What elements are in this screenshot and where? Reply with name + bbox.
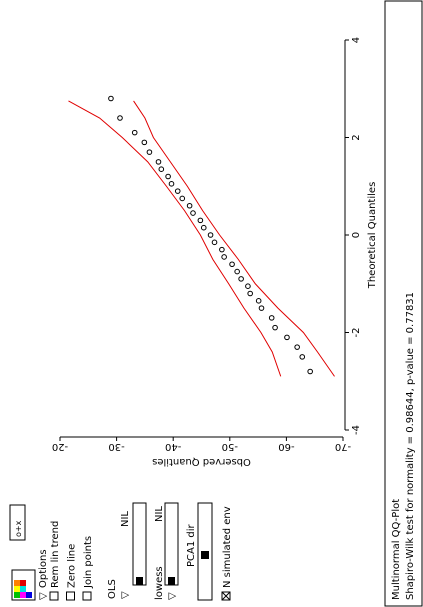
point: [272, 324, 278, 331]
x-tick-label: 0: [351, 232, 362, 238]
point: [229, 261, 235, 268]
ols-slider[interactable]: [132, 502, 147, 586]
point: [255, 298, 262, 304]
y-tick-label: -50: [222, 441, 238, 452]
panel-test: Shapiro-Wilk test for normality = 0.9864…: [405, 292, 416, 600]
point: [211, 239, 218, 246]
point: [294, 344, 300, 350]
swatch: [14, 586, 20, 592]
point: [268, 315, 275, 321]
swatch: [20, 586, 26, 592]
point: [158, 166, 165, 172]
point: [238, 276, 244, 282]
pca-label: PCA1 dir: [186, 523, 197, 567]
checkbox[interactable]: [221, 591, 231, 601]
x-tick-label: -4: [351, 425, 362, 435]
point: [117, 115, 123, 121]
y-tick-label: -20: [52, 441, 68, 452]
panel-title: Multinormal QQ-Plot: [391, 499, 402, 600]
x-tick-label: 2: [351, 134, 362, 140]
envelope-line: [68, 100, 282, 377]
point: [219, 246, 225, 253]
point: [221, 254, 227, 260]
x-tick-label: -2: [351, 328, 362, 338]
glyph-label: o+x: [14, 520, 23, 537]
ols-label: OLS: [107, 579, 118, 599]
slider-thumb[interactable]: [201, 551, 209, 559]
slider-thumb[interactable]: [136, 577, 143, 585]
y-tick-label: -60: [278, 441, 294, 452]
point: [174, 188, 181, 194]
swatch: [26, 592, 32, 598]
swatch: [14, 592, 20, 598]
lowess-slider[interactable]: [164, 502, 179, 586]
options-label[interactable]: Options: [38, 549, 49, 588]
point: [200, 224, 207, 231]
point: [168, 181, 175, 187]
checkbox-label: Zero line: [67, 544, 78, 588]
point: [284, 334, 290, 341]
point: [146, 149, 153, 155]
triangle: ▽: [38, 592, 49, 600]
point: [165, 173, 171, 180]
point: [179, 195, 186, 202]
lowess-value: NIL: [154, 506, 165, 522]
checkbox[interactable]: [82, 591, 92, 601]
point: [131, 129, 138, 136]
rotated-window: o+x ▽ Options Rem lin trend Zero line Join…: [9, 0, 423, 607]
slider-thumb[interactable]: [168, 577, 175, 585]
point: [155, 159, 162, 165]
point: [247, 290, 253, 297]
y-tick-label: -30: [108, 441, 124, 452]
point: [307, 368, 313, 375]
checkbox-label: Rem lin trend: [50, 521, 61, 588]
checkbox[interactable]: [49, 591, 59, 601]
swatch: [20, 580, 26, 586]
check-mark: [221, 591, 231, 601]
point: [197, 217, 204, 224]
info-panel: [384, 0, 423, 607]
checkbox[interactable]: [66, 591, 75, 601]
triangle[interactable]: ▽: [120, 591, 131, 599]
lowess-label: lowess: [154, 566, 165, 600]
point: [207, 232, 214, 238]
point: [141, 139, 148, 146]
point: [186, 202, 193, 209]
simulated-label: N simulated env: [222, 506, 233, 588]
swatch: [20, 592, 26, 598]
point: [108, 95, 114, 102]
palette-box: [11, 569, 36, 601]
swatch: [14, 580, 20, 586]
point: [245, 283, 251, 289]
point: [258, 305, 265, 311]
y-axis-title: Observed Quantiles: [152, 456, 251, 467]
y-tick-label: -70: [335, 441, 351, 452]
envelope-line: [133, 100, 335, 377]
checkbox-label: Join points: [83, 536, 94, 589]
glyph-button[interactable]: [9, 504, 26, 541]
triangle[interactable]: ▽: [167, 592, 178, 600]
palette[interactable]: [11, 569, 36, 601]
point: [234, 268, 240, 275]
point: [190, 210, 196, 216]
y-tick-label: -40: [165, 441, 181, 452]
ols-value: NIL: [120, 511, 131, 527]
x-tick-label: 4: [351, 37, 362, 43]
point: [299, 354, 306, 360]
x-axis-title: Theoretical Quantiles: [367, 182, 378, 290]
